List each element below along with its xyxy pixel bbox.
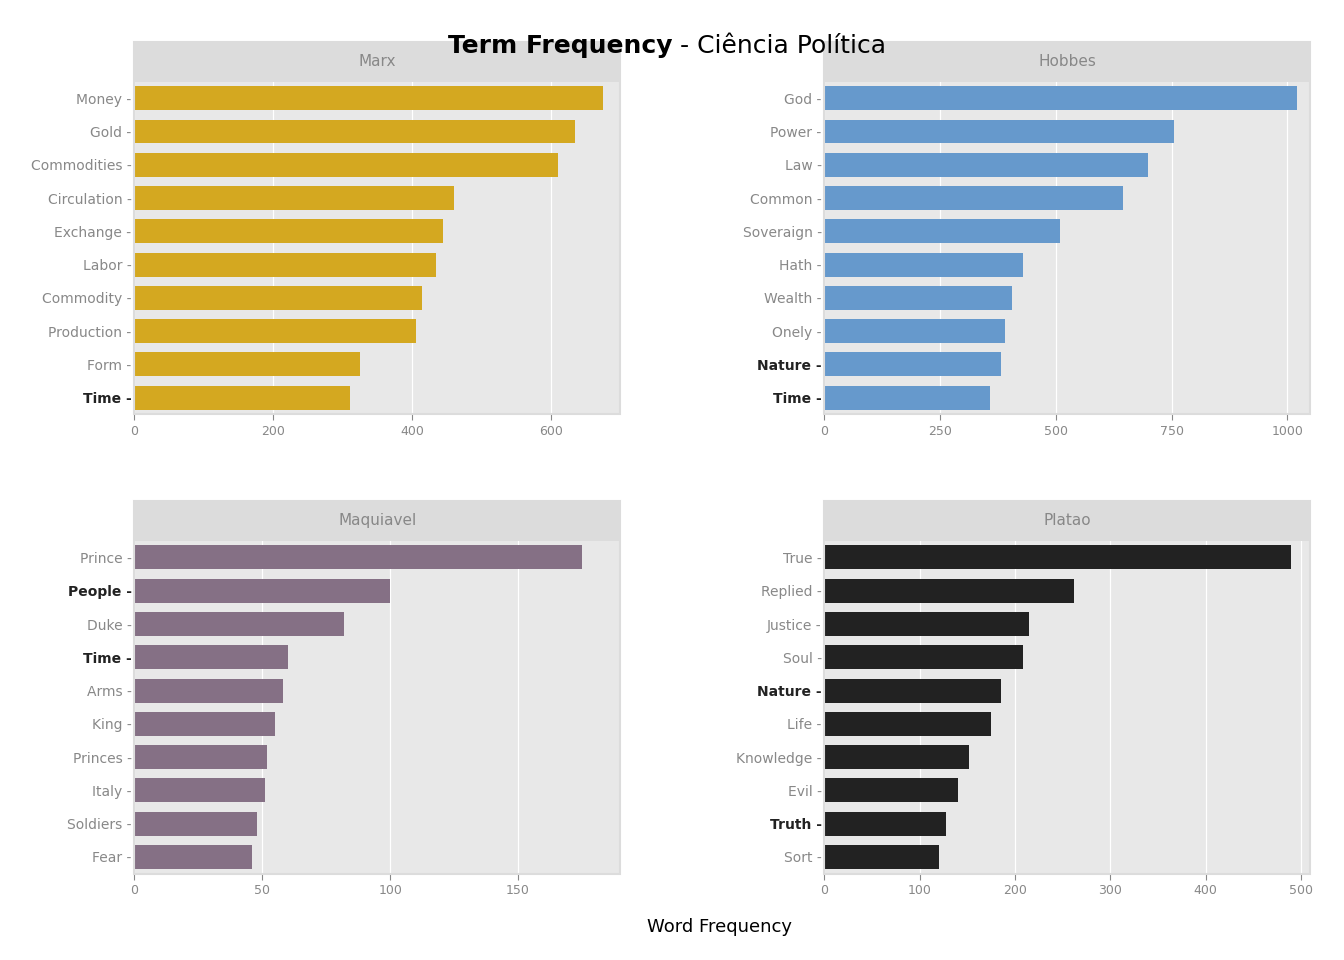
Bar [824,120,1173,143]
Bar [824,186,1124,210]
Bar [134,86,603,110]
Bar [824,319,1005,343]
Bar [134,386,349,410]
FancyBboxPatch shape [824,41,1310,82]
Bar [134,845,253,869]
Bar [824,645,1023,669]
Bar [824,352,1001,376]
Bar [824,612,1030,636]
Text: Platao: Platao [1043,514,1091,528]
Bar [134,120,575,143]
Bar [134,679,282,703]
Bar [824,679,1001,703]
Text: Marx: Marx [359,54,396,69]
Bar [824,86,1297,110]
Bar [824,220,1060,243]
Text: Word Frequency: Word Frequency [646,918,792,936]
Bar [134,579,390,603]
Bar [824,545,1292,569]
Bar [824,386,991,410]
Text: Term Frequency: Term Frequency [448,34,672,58]
Bar [824,153,1148,177]
Bar [824,779,958,803]
Bar [134,252,437,276]
Bar [134,779,265,803]
Bar [134,545,582,569]
Bar [134,352,360,376]
FancyBboxPatch shape [824,501,1310,540]
Bar [134,745,267,769]
FancyBboxPatch shape [134,501,621,540]
Bar [134,812,257,835]
Bar [134,153,558,177]
Bar [824,812,946,835]
Text: Hobbes: Hobbes [1039,54,1097,69]
Bar [134,612,344,636]
Bar [824,286,1012,310]
Text: Maquiavel: Maquiavel [339,514,417,528]
Bar [134,712,276,735]
Text: - Ciência Política: - Ciência Política [672,34,886,58]
Bar [134,286,422,310]
Bar [134,319,415,343]
Bar [824,712,991,735]
FancyBboxPatch shape [134,41,621,82]
Bar [824,252,1024,276]
Bar [824,745,969,769]
Bar [824,845,939,869]
Bar [134,645,288,669]
Bar [824,579,1074,603]
Bar [134,220,444,243]
Bar [134,186,454,210]
